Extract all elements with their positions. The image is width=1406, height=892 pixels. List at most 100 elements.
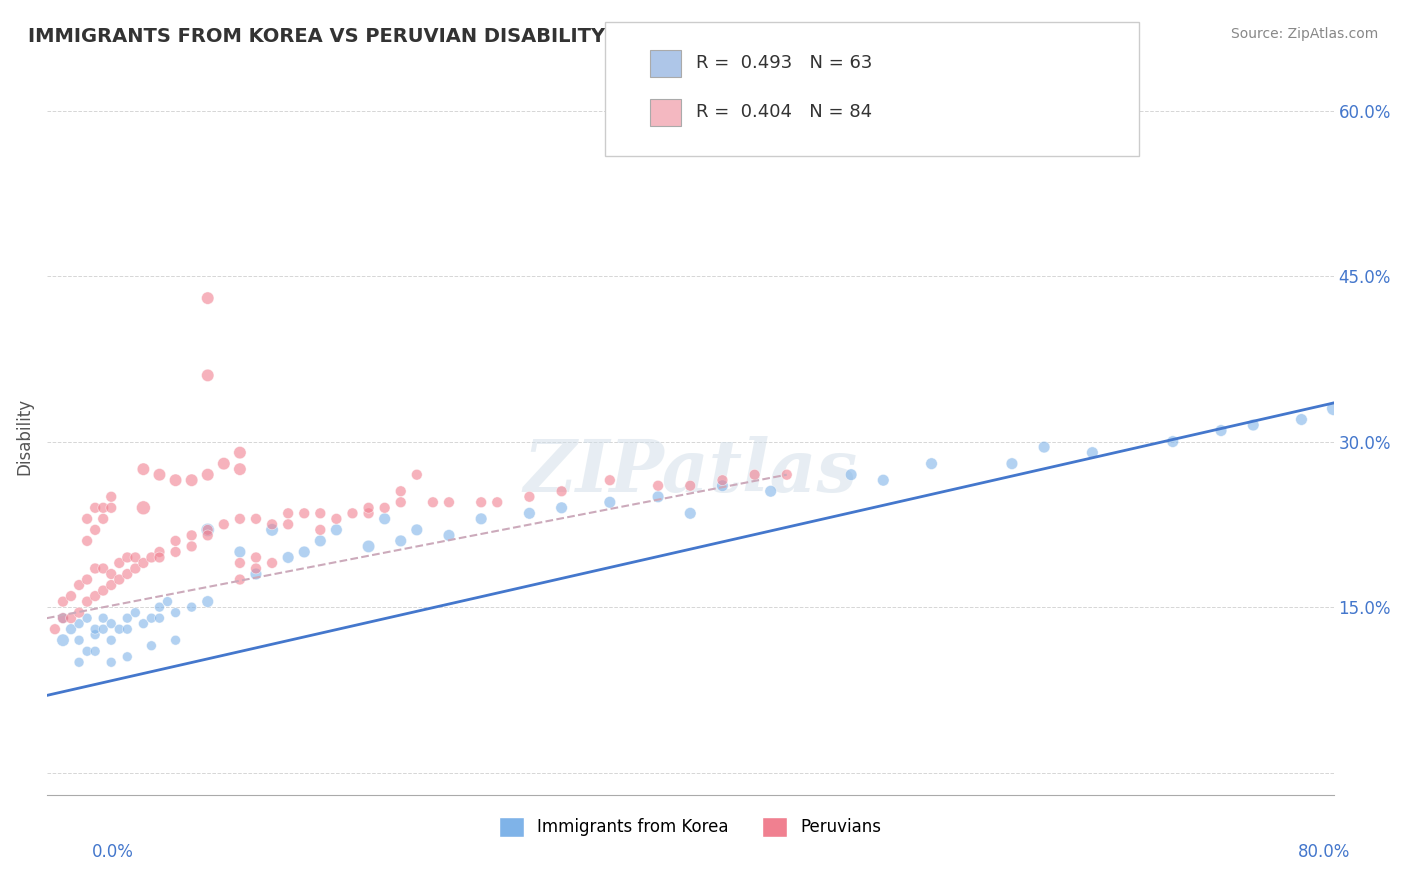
Point	[165, 533, 187, 548]
Point	[197, 291, 219, 305]
Point	[156, 594, 179, 608]
Point	[245, 567, 267, 582]
Point	[84, 523, 107, 537]
Text: ZIPatlas: ZIPatlas	[523, 436, 858, 508]
Point	[180, 600, 202, 615]
Point	[1001, 457, 1024, 471]
Point	[132, 500, 155, 515]
Point	[776, 467, 799, 482]
Point	[132, 462, 155, 476]
Point	[52, 611, 75, 625]
Point	[229, 462, 252, 476]
Point	[76, 644, 98, 658]
Point	[325, 512, 347, 526]
Point	[245, 512, 267, 526]
Text: Source: ZipAtlas.com: Source: ZipAtlas.com	[1230, 27, 1378, 41]
Point	[357, 506, 380, 520]
Point	[67, 633, 90, 648]
Point	[84, 589, 107, 603]
Point	[389, 495, 412, 509]
Point	[117, 611, 139, 625]
Point	[67, 616, 90, 631]
Point	[180, 528, 202, 542]
Point	[744, 467, 766, 482]
Point	[124, 550, 146, 565]
Point	[711, 473, 734, 487]
Point	[117, 622, 139, 636]
Point	[76, 533, 98, 548]
Point	[759, 484, 782, 499]
Point	[91, 611, 114, 625]
Point	[84, 644, 107, 658]
Point	[357, 540, 380, 554]
Point	[100, 500, 122, 515]
Y-axis label: Disability: Disability	[15, 398, 32, 475]
Point	[1081, 445, 1104, 459]
Point	[309, 523, 332, 537]
Point	[52, 633, 75, 648]
Point	[342, 506, 364, 520]
Point	[1209, 424, 1232, 438]
Point	[132, 616, 155, 631]
Point	[405, 523, 427, 537]
Point	[117, 567, 139, 582]
Point	[357, 500, 380, 515]
Point	[229, 512, 252, 526]
Point	[389, 484, 412, 499]
Point	[921, 457, 943, 471]
Point	[165, 633, 187, 648]
Point	[212, 517, 235, 532]
Point	[124, 561, 146, 575]
Point	[67, 578, 90, 592]
Text: IMMIGRANTS FROM KOREA VS PERUVIAN DISABILITY CORRELATION CHART: IMMIGRANTS FROM KOREA VS PERUVIAN DISABI…	[28, 27, 845, 45]
Point	[647, 479, 669, 493]
Point	[180, 473, 202, 487]
Point	[76, 573, 98, 587]
Point	[84, 622, 107, 636]
Point	[52, 594, 75, 608]
Point	[108, 573, 131, 587]
Point	[599, 473, 621, 487]
Point	[141, 639, 163, 653]
Point	[117, 649, 139, 664]
Point	[1323, 401, 1346, 416]
Text: R =  0.493   N = 63: R = 0.493 N = 63	[696, 54, 872, 72]
Point	[292, 506, 315, 520]
Point	[277, 506, 299, 520]
Point	[229, 573, 252, 587]
Point	[165, 606, 187, 620]
Point	[292, 545, 315, 559]
Point	[519, 490, 541, 504]
Point	[165, 545, 187, 559]
Point	[132, 556, 155, 570]
Point	[262, 556, 284, 570]
Point	[67, 606, 90, 620]
Point	[100, 616, 122, 631]
Point	[1291, 412, 1313, 426]
Point	[647, 490, 669, 504]
Point	[229, 545, 252, 559]
Point	[180, 540, 202, 554]
Point	[262, 517, 284, 532]
Point	[91, 500, 114, 515]
Point	[550, 484, 572, 499]
Text: R =  0.404   N = 84: R = 0.404 N = 84	[696, 103, 872, 121]
Point	[245, 561, 267, 575]
Point	[262, 523, 284, 537]
Point	[229, 556, 252, 570]
Point	[486, 495, 509, 509]
Point	[91, 561, 114, 575]
Point	[148, 600, 170, 615]
Point	[470, 512, 492, 526]
Point	[325, 523, 347, 537]
Point	[76, 594, 98, 608]
Point	[197, 523, 219, 537]
Point	[100, 578, 122, 592]
Point	[197, 594, 219, 608]
Point	[148, 545, 170, 559]
Point	[1161, 434, 1184, 449]
Point	[212, 457, 235, 471]
Point	[60, 611, 83, 625]
Text: 80.0%: 80.0%	[1298, 843, 1350, 861]
Point	[550, 500, 572, 515]
